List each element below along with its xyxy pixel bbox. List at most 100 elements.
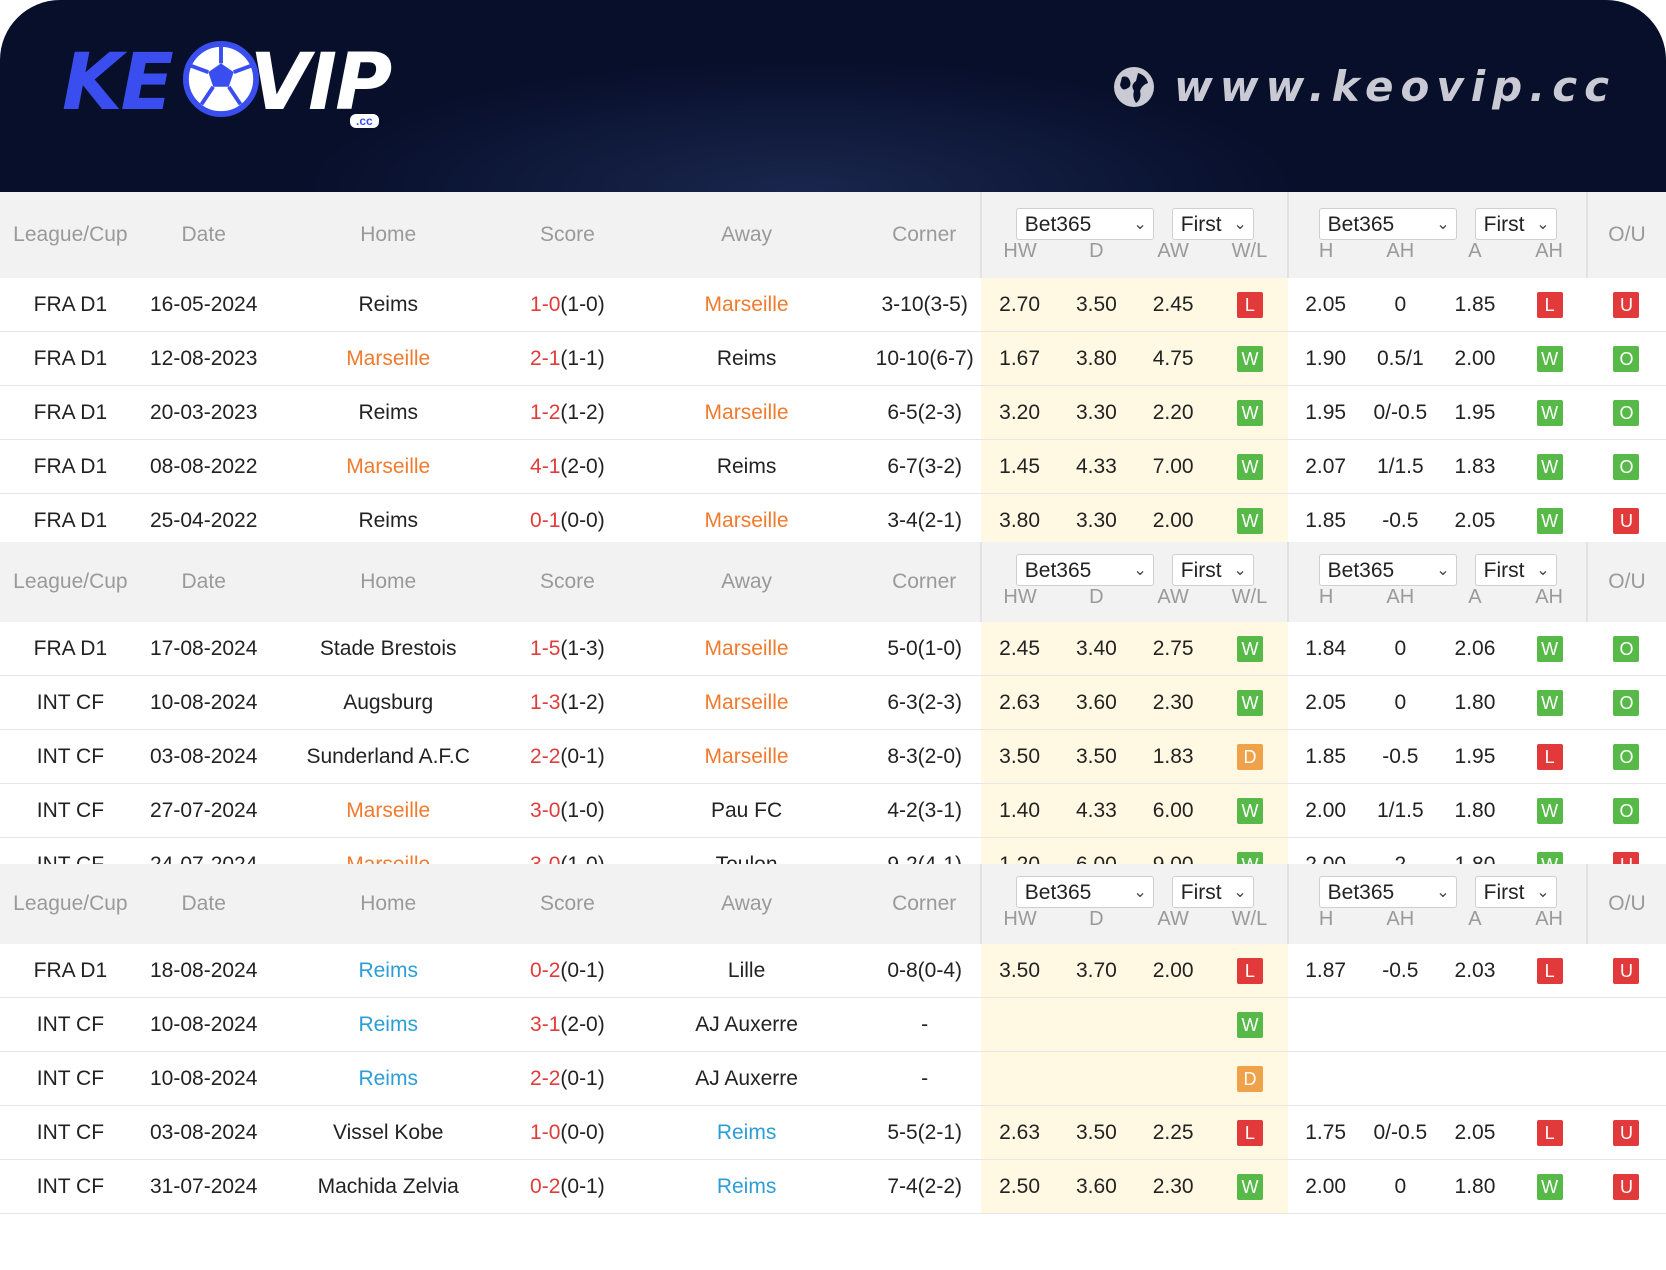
chevron-down-icon: ⌄: [1536, 562, 1550, 579]
result-badge: W: [1236, 507, 1263, 534]
handicap-result-cell: L: [1512, 729, 1587, 784]
away-team-cell[interactable]: Marseille: [624, 675, 869, 730]
match-row[interactable]: INT CF 31-07-2024 Machida Zelvia 0-2(0-1) Re…: [0, 1159, 1666, 1214]
odds-handicap-period-select[interactable]: First ⌄: [1474, 876, 1557, 908]
away-team-cell[interactable]: Reims: [624, 331, 869, 386]
handicap-home-odds-cell: 2.07: [1288, 439, 1363, 494]
chevron-down-icon: ⌄: [1133, 562, 1147, 579]
away-team-cell[interactable]: Marseille: [624, 729, 869, 784]
match-row[interactable]: FRA D1 20-03-2023 Reims 1-2(1-2) Marseille 6-…: [0, 385, 1666, 440]
match-row[interactable]: INT CF 03-08-2024 Sunderland A.F.C 2-2(0-1)…: [0, 729, 1666, 784]
odds-handicap-bookmaker-select[interactable]: Bet365 ⌄: [1318, 208, 1457, 240]
odds-handicap-bookmaker-select[interactable]: Bet365 ⌄: [1318, 876, 1457, 908]
odds-draw-cell: 3.80: [1057, 331, 1135, 386]
match-row[interactable]: INT CF 10-08-2024 Augsburg 1-3(1-2) Marseill…: [0, 675, 1666, 730]
chevron-down-icon: ⌄: [1233, 884, 1247, 901]
date-cell: 25-04-2022: [140, 493, 267, 548]
odds-draw-cell: 4.33: [1057, 439, 1135, 494]
away-team-cell[interactable]: AJ Auxerre: [624, 1051, 869, 1106]
halftime-score: (1-1): [560, 346, 605, 370]
odds-1x2-period-select[interactable]: First ⌄: [1171, 876, 1254, 908]
odds-1x2-bookmaker-select[interactable]: Bet365 ⌄: [1015, 208, 1154, 240]
match-row[interactable]: FRA D1 25-04-2022 Reims 0-1(0-0) Marseille 3-…: [0, 493, 1666, 548]
match-row[interactable]: FRA D1 17-08-2024 Stade Brestois 1-5(1-3) Ma…: [0, 622, 1666, 676]
match-row[interactable]: INT CF 10-08-2024 Reims 2-2(0-1) AJ Auxerre -…: [0, 1051, 1666, 1106]
match-row[interactable]: INT CF 10-08-2024 Reims 3-1(2-0) AJ Auxerre -…: [0, 997, 1666, 1052]
column-header-aw: AW: [1157, 240, 1189, 262]
odds-handicap-period-select[interactable]: First ⌄: [1474, 208, 1557, 240]
site-url-block[interactable]: www.keovip.cc: [1112, 62, 1616, 111]
home-team-cell[interactable]: Machida Zelvia: [266, 1159, 510, 1214]
halftime-score: (0-0): [560, 1120, 605, 1144]
corner-cell: -: [868, 1051, 982, 1106]
over-under-badge: U: [1613, 507, 1640, 534]
away-team-cell[interactable]: Marseille: [624, 493, 869, 548]
odds-draw-cell: 3.70: [1057, 944, 1135, 998]
handicap-result-cell: W: [1512, 622, 1587, 676]
home-team-cell[interactable]: Reims: [266, 997, 510, 1052]
away-team-cell[interactable]: Reims: [624, 1105, 869, 1160]
column-header-d: D: [1089, 908, 1104, 930]
score-cell: 3-0(1-0): [509, 783, 625, 838]
odds-away-win-cell: 2.30: [1134, 1159, 1212, 1214]
home-team-cell[interactable]: Marseille: [266, 783, 510, 838]
away-team-cell[interactable]: Marseille: [624, 385, 869, 440]
chevron-down-icon: ⌄: [1536, 216, 1550, 233]
odds-1x2-bookmaker-select[interactable]: Bet365 ⌄: [1015, 554, 1154, 586]
league-cell: INT CF: [0, 1105, 141, 1160]
away-team-cell[interactable]: Toulon: [624, 837, 869, 892]
handicap-line-cell: [1362, 1051, 1438, 1106]
corner-cell: 10-10(6-7): [868, 331, 982, 386]
away-team-cell[interactable]: AJ Auxerre: [624, 997, 869, 1052]
odds-handicap-period-select[interactable]: First ⌄: [1474, 554, 1557, 586]
column-header-hw: HW: [980, 586, 1058, 622]
match-row[interactable]: FRA D1 08-08-2022 Marseille 4-1(2-0) Reims 6-…: [0, 439, 1666, 494]
home-team-cell[interactable]: Augsburg: [266, 675, 510, 730]
result-cell: W: [1211, 675, 1289, 730]
handicap-result-cell: L: [1512, 278, 1587, 332]
over-under-badge: O: [1613, 453, 1640, 480]
over-under-cell: O: [1586, 439, 1666, 494]
home-team-cell[interactable]: Reims: [266, 385, 510, 440]
site-logo[interactable]: KE VIP .cc: [62, 34, 402, 144]
away-team-cell[interactable]: Pau FC: [624, 783, 869, 838]
odds-1x2-period-select[interactable]: First ⌄: [1171, 208, 1254, 240]
home-team-cell[interactable]: Marseille: [266, 837, 510, 892]
home-team-cell[interactable]: Reims: [266, 944, 510, 998]
odds-1x2-period-select[interactable]: First ⌄: [1171, 554, 1254, 586]
over-under-cell: U: [1586, 1159, 1666, 1214]
odds-handicap-bookmaker-select[interactable]: Bet365 ⌄: [1318, 554, 1457, 586]
match-row[interactable]: FRA D1 18-08-2024 Reims 0-2(0-1) Lille 0-8(0-…: [0, 944, 1666, 998]
halftime-score: (2-0): [560, 454, 605, 478]
away-team-cell[interactable]: Marseille: [624, 622, 869, 676]
odds-1x2-bookmaker-select[interactable]: Bet365 ⌄: [1015, 876, 1154, 908]
handicap-away-odds-cell: [1437, 997, 1513, 1052]
away-team-cell[interactable]: Lille: [624, 944, 869, 998]
corner-cell: 7-4(2-2): [868, 1159, 982, 1214]
home-team-cell[interactable]: Sunderland A.F.C: [266, 729, 510, 784]
away-team-cell[interactable]: Marseille: [624, 278, 869, 332]
match-row[interactable]: FRA D1 12-08-2023 Marseille 2-1(1-1) Reims 10…: [0, 331, 1666, 386]
home-team-cell[interactable]: Reims: [266, 1051, 510, 1106]
home-team-cell[interactable]: Reims: [266, 493, 510, 548]
away-team-cell[interactable]: Reims: [624, 1159, 869, 1214]
logo-domain-badge: .cc: [350, 114, 379, 128]
match-row[interactable]: FRA D1 16-05-2024 Reims 1-0(1-0) Marseille 3-…: [0, 278, 1666, 332]
halftime-score: (1-3): [560, 636, 605, 660]
league-cell: INT CF: [0, 783, 141, 838]
handicap-result-cell: [1512, 997, 1587, 1052]
match-row[interactable]: INT CF 27-07-2024 Marseille 3-0(1-0) Pau FC 4…: [0, 783, 1666, 838]
handicap-away-odds-cell: 1.83: [1437, 439, 1513, 494]
result-badge: W: [1236, 345, 1263, 372]
home-team-cell[interactable]: Vissel Kobe: [266, 1105, 510, 1160]
away-team-cell[interactable]: Reims: [624, 439, 869, 494]
home-team-cell[interactable]: Marseille: [266, 331, 510, 386]
halftime-score: (1-0): [560, 292, 605, 316]
match-row[interactable]: INT CF 03-08-2024 Vissel Kobe 1-0(0-0) Reims…: [0, 1105, 1666, 1160]
column-header-a: A: [1468, 240, 1482, 262]
home-team-cell[interactable]: Stade Brestois: [266, 622, 510, 676]
odds-draw-cell: [1057, 1051, 1135, 1106]
home-team-cell[interactable]: Reims: [266, 278, 510, 332]
column-header-hw: HW: [980, 908, 1058, 944]
home-team-cell[interactable]: Marseille: [266, 439, 510, 494]
